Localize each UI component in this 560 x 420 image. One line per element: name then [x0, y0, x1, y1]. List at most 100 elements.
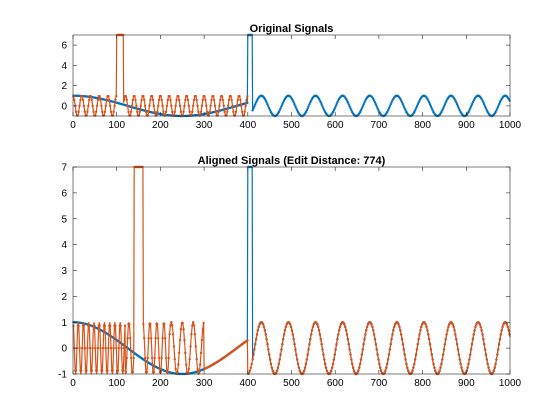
- data-point: [242, 114, 246, 117]
- data-point: [387, 107, 391, 110]
- data-point: [181, 321, 184, 325]
- data-point: [445, 333, 448, 336]
- data-point: [102, 114, 106, 117]
- data-point: [191, 104, 195, 108]
- data-point: [430, 353, 433, 356]
- data-point: [139, 104, 142, 108]
- data-point: [268, 358, 272, 361]
- data-point: [190, 333, 193, 336]
- data-point: [240, 104, 243, 108]
- data-point: [478, 323, 482, 326]
- data-point: [344, 325, 347, 329]
- data-point: [441, 107, 445, 110]
- data-point: [483, 348, 487, 351]
- data-point: [194, 345, 197, 348]
- data-point: [181, 114, 184, 117]
- data-point: [153, 110, 156, 114]
- data-point: [318, 333, 322, 336]
- data-point: [243, 110, 246, 114]
- data-point: [135, 104, 138, 108]
- data-point: [434, 369, 437, 372]
- data-point: [207, 114, 211, 117]
- y-tick-label: 5: [61, 214, 67, 225]
- data-point: [96, 98, 100, 102]
- data-point: [439, 366, 442, 369]
- data-point: [498, 101, 502, 104]
- data-point: [92, 110, 95, 114]
- data-point: [414, 353, 418, 356]
- data-point: [222, 104, 225, 108]
- data-point: [345, 99, 349, 102]
- data-point: [290, 329, 294, 332]
- data-point: [83, 346, 87, 350]
- data-point: [72, 95, 75, 98]
- data-point: [298, 369, 301, 372]
- data-point: [161, 337, 164, 340]
- data-point: [391, 333, 394, 336]
- data-point: [397, 323, 400, 326]
- data-point: [111, 114, 114, 117]
- data-point: [87, 104, 90, 108]
- data-point: [76, 114, 80, 117]
- data-point: [414, 107, 418, 110]
- data-point: [455, 337, 458, 341]
- data-point: [160, 356, 163, 360]
- data-point: [195, 98, 198, 102]
- data-point: [483, 105, 487, 108]
- data-point: [427, 99, 430, 102]
- data-point: [174, 367, 177, 371]
- data-point: [124, 370, 128, 374]
- data-point: [94, 110, 98, 114]
- data-point: [98, 324, 101, 327]
- data-point: [343, 323, 346, 326]
- data-point: [202, 321, 205, 325]
- data-point: [389, 103, 392, 106]
- data-point: [156, 323, 159, 326]
- data-point: [117, 346, 121, 350]
- data-point: [333, 353, 336, 356]
- data-point: [470, 343, 474, 346]
- data-point: [345, 333, 349, 336]
- data-point: [182, 110, 185, 114]
- data-point: [333, 107, 336, 110]
- plot2-xticks: 0 100 200 300 400 500 600 700 800 900 1000: [70, 167, 522, 389]
- x-tick-label: 700: [371, 120, 388, 131]
- data-point: [90, 369, 93, 372]
- data-point: [278, 109, 281, 112]
- data-point: [279, 353, 282, 356]
- data-point: [79, 98, 82, 102]
- data-point: [427, 101, 431, 104]
- y-tick-label: 2: [61, 292, 67, 303]
- data-point: [401, 343, 405, 346]
- data-point: [245, 98, 248, 102]
- data-point: [161, 104, 164, 108]
- data-point: [163, 323, 166, 326]
- data-point: [111, 369, 114, 372]
- data-point: [303, 366, 307, 369]
- data-point: [365, 329, 368, 332]
- data-point: [469, 353, 472, 356]
- data-point: [101, 110, 104, 114]
- data-point: [492, 369, 496, 372]
- data-point: [351, 366, 355, 369]
- plot1-title: Original Signals: [250, 23, 334, 35]
- data-point: [113, 104, 116, 108]
- data-point: [372, 333, 376, 336]
- data-point: [82, 324, 86, 327]
- data-point: [232, 110, 235, 114]
- data-point: [153, 356, 156, 360]
- data-point: [199, 351, 203, 355]
- data-point: [103, 324, 107, 327]
- data-point: [413, 362, 416, 366]
- data-point: [256, 329, 260, 332]
- data-point: [205, 110, 209, 114]
- data-point: [99, 98, 102, 102]
- data-point: [146, 114, 149, 117]
- data-point: [253, 105, 256, 108]
- data-point: [453, 329, 456, 332]
- data-point: [199, 110, 203, 114]
- data-point: [365, 325, 369, 329]
- data-point: [485, 358, 489, 361]
- x-tick-label: 900: [458, 120, 475, 131]
- data-point: [443, 343, 447, 346]
